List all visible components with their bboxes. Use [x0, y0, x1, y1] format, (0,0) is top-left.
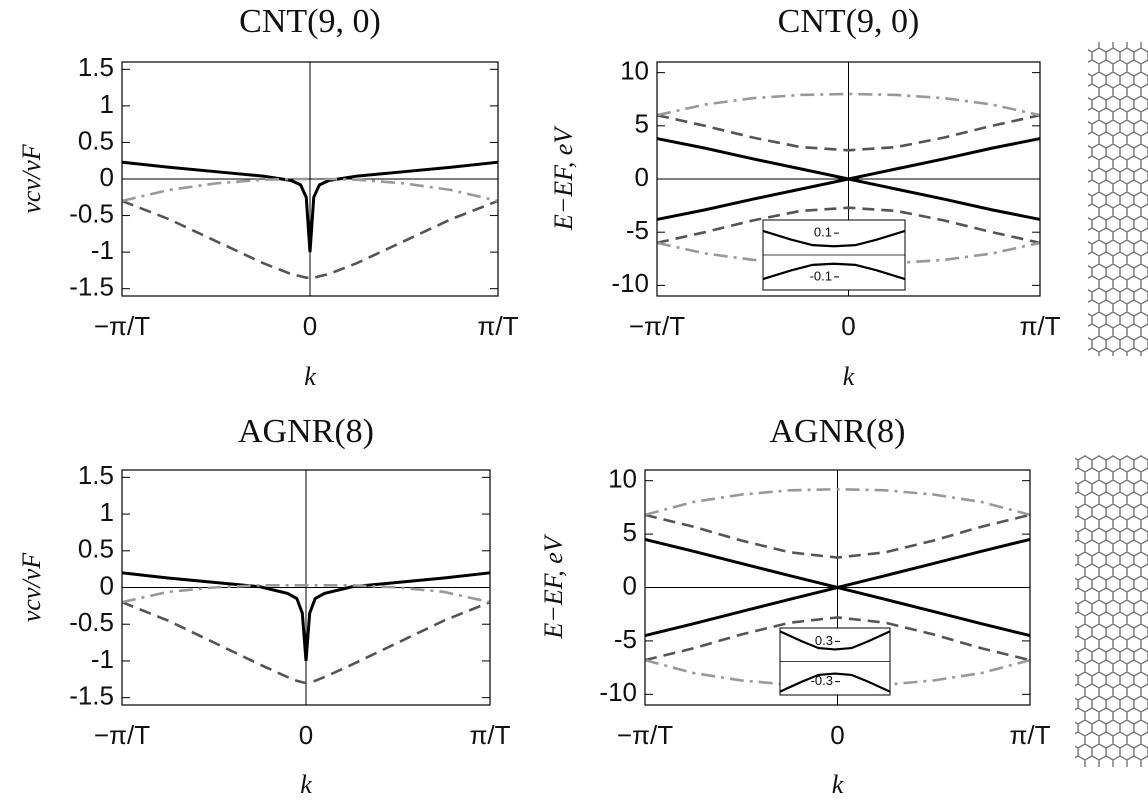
- y-tick-label: 5: [623, 517, 637, 547]
- inset-tick-label: 0.3: [815, 633, 833, 648]
- y-tick-label: 0.5: [78, 534, 114, 564]
- y-tick-label: 1.5: [78, 52, 114, 82]
- curve: [656, 113, 1041, 152]
- x-tick-label: π/T: [1019, 311, 1060, 341]
- inset-curve: [762, 229, 906, 248]
- y-tick-label: 10: [608, 464, 637, 494]
- x-tick-label: 0: [841, 311, 855, 341]
- curve: [656, 92, 1041, 117]
- nanotube-image: [1088, 42, 1148, 356]
- nanoribbon-image: [1075, 455, 1148, 767]
- x-tick-label: −π/T: [617, 720, 673, 750]
- y-tick-label: -0.5: [69, 607, 114, 637]
- y-tick-label: 0.5: [78, 125, 114, 155]
- y-tick-label: -1.5: [69, 272, 114, 302]
- y-tick-label: 0: [100, 570, 114, 600]
- curve: [656, 177, 1041, 221]
- y-axis-label: vcv/vF: [17, 552, 46, 622]
- inset-curve: [779, 630, 891, 651]
- chart-title: CNT(9, 0): [778, 3, 920, 40]
- y-axis-label: E−EF, eV: [549, 125, 578, 231]
- curve: [644, 513, 1031, 559]
- y-tick-label: 0: [623, 570, 637, 600]
- curve: [644, 616, 1031, 662]
- y-tick-label: -1: [91, 235, 114, 265]
- curve: [121, 177, 499, 203]
- plot-frame: [656, 61, 1041, 297]
- y-axis-label: E−EF, eV: [539, 533, 568, 639]
- y-tick-label: -1: [91, 644, 114, 674]
- curve: [121, 199, 499, 280]
- chart-title: CNT(9, 0): [239, 3, 381, 40]
- y-tick-label: -5: [626, 215, 649, 245]
- y-tick-label: 0: [635, 162, 649, 192]
- curve: [121, 600, 491, 685]
- curve: [644, 585, 1031, 638]
- inset-tick-label: 0.1: [814, 225, 832, 240]
- inset-tick-label: -0.1: [810, 268, 832, 283]
- y-tick-label: 0: [100, 162, 114, 192]
- x-tick-label: −π/T: [94, 720, 150, 750]
- inset-curve: [779, 672, 891, 693]
- curve: [121, 571, 491, 662]
- plot-frame: [121, 469, 491, 706]
- x-tick-label: −π/T: [94, 311, 150, 341]
- chart-title: AGNR(8): [770, 413, 906, 450]
- y-tick-label: -0.5: [69, 198, 114, 228]
- x-tick-label: π/T: [469, 720, 510, 750]
- plot-frame: [121, 61, 499, 297]
- x-tick-label: 0: [303, 311, 317, 341]
- x-tick-label: 0: [299, 720, 313, 750]
- y-tick-label: 5: [635, 109, 649, 139]
- y-tick-label: 1: [100, 497, 114, 527]
- x-axis-label: k: [832, 770, 844, 799]
- curve: [656, 206, 1041, 245]
- curve: [644, 487, 1031, 517]
- y-tick-label: -5: [614, 624, 637, 654]
- plot-frame: [644, 469, 1031, 706]
- y-tick-label: 1: [100, 89, 114, 119]
- curve: [121, 160, 499, 253]
- curve: [656, 241, 1041, 266]
- x-tick-label: π/T: [477, 311, 518, 341]
- x-axis-label: k: [300, 770, 312, 799]
- x-axis-label: k: [843, 362, 855, 391]
- y-tick-label: -10: [611, 268, 649, 298]
- y-tick-label: -1.5: [69, 681, 114, 711]
- chart-title: AGNR(8): [238, 413, 374, 450]
- x-tick-label: −π/T: [629, 311, 685, 341]
- y-tick-label: 10: [620, 56, 649, 86]
- x-tick-label: 0: [830, 720, 844, 750]
- y-tick-label: -10: [599, 677, 637, 707]
- y-tick-label: 1.5: [78, 460, 114, 490]
- inset-curve: [762, 262, 906, 281]
- y-axis-label: vcv/vF: [17, 143, 46, 213]
- x-axis-label: k: [304, 362, 316, 391]
- x-tick-label: π/T: [1009, 720, 1050, 750]
- curve: [121, 584, 491, 604]
